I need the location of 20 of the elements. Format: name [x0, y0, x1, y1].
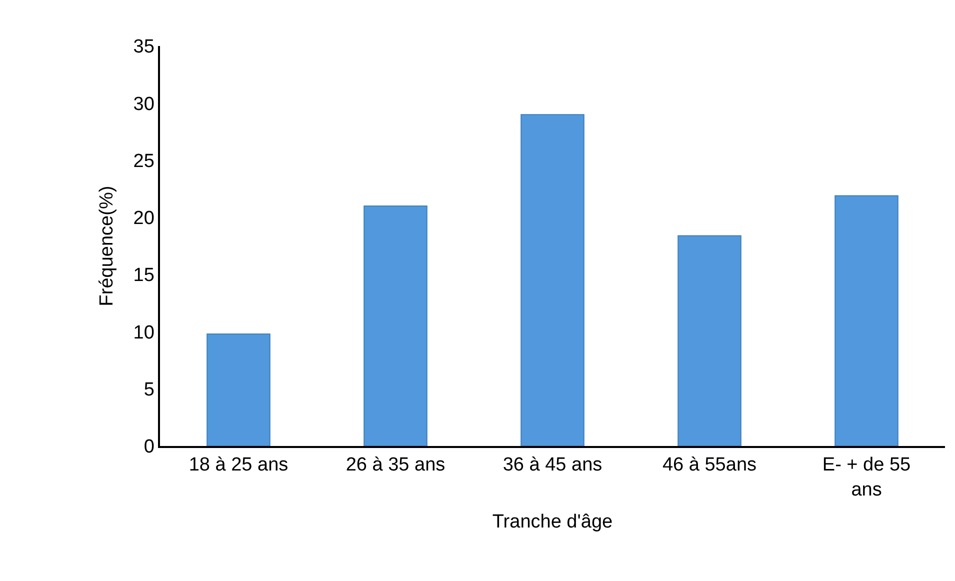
y-tick-label: 25 — [133, 150, 154, 172]
x-tick-label: 36 à 45 ans — [502, 454, 602, 476]
x-tick-label: 46 à 55ans — [662, 454, 757, 476]
y-tick-label: 15 — [133, 265, 154, 286]
x-axis-title: Tranche d'âge — [492, 512, 613, 533]
y-tick-label: 20 — [133, 208, 154, 230]
x-tick-label: 26 à 35 ans — [346, 454, 446, 476]
bar — [520, 114, 584, 446]
y-axis-title: Fréquence(%) — [96, 186, 118, 306]
y-tick-label: 30 — [133, 94, 154, 115]
y-tick-label: 35 — [133, 36, 154, 58]
bar — [678, 235, 742, 446]
y-tick-label: 0 — [144, 436, 154, 458]
bar — [364, 206, 428, 446]
x-tick-label: E- + de 55 ans — [822, 454, 911, 500]
bar — [834, 195, 898, 446]
y-tick-label: 10 — [133, 322, 154, 344]
bar — [206, 334, 270, 446]
y-tick-label: 5 — [144, 380, 154, 401]
x-tick-label: 18 à 25 ans — [188, 454, 288, 476]
